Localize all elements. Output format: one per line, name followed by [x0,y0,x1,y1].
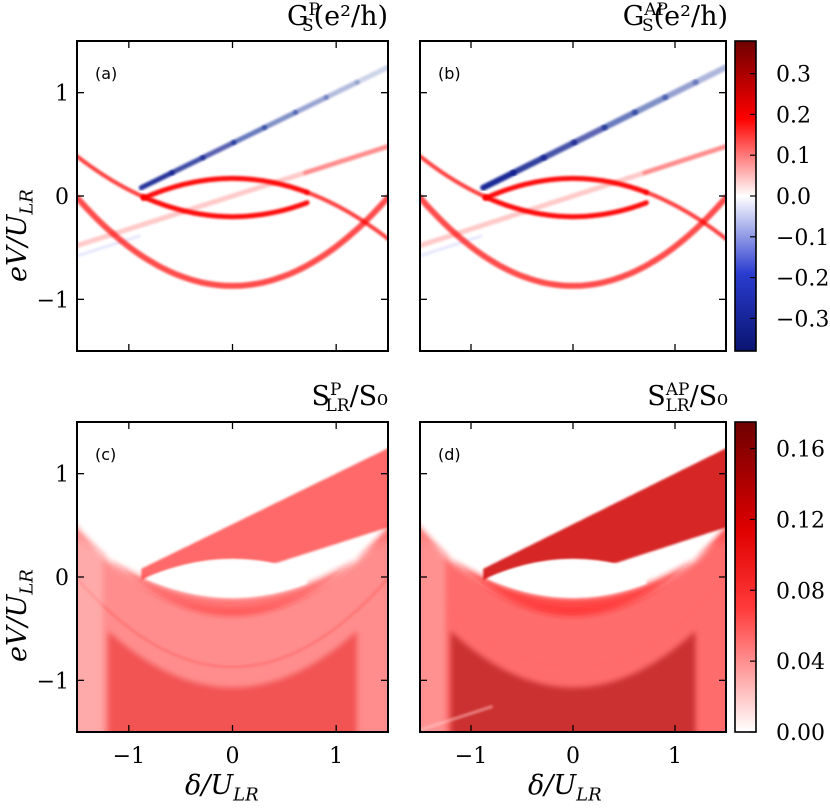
panel-a-plot [77,41,388,351]
colorbar-top-tick-label: 0.2 [776,103,811,128]
x-tick-label: 1 [668,744,682,769]
weak-diagonal-blue [420,234,483,258]
colorbar-top-fill [735,41,756,351]
blue-line-seg-3 [231,125,268,145]
lower-arc-line [77,577,388,669]
colorbar-top-tick-label: 0.0 [776,185,811,210]
panel-a-title: GPS(e²/h) [286,0,388,37]
lower-band [420,194,726,289]
y-tick-label: 0 [55,566,69,591]
blue-line-seg-2 [200,140,237,161]
y-tick-label: 1 [55,82,69,107]
blue-line-seg-0 [480,169,517,191]
left-fade [77,422,103,732]
y-axis-label-bottom: eV/ULR [2,569,38,662]
left-branch [420,154,488,199]
y-tick-label: 0 [55,185,69,210]
panel-d-title: SAPLR/S₀ [647,380,728,417]
colorbar-top-tick-label: 0.3 [776,63,811,88]
weak-diagonal-blue [77,234,141,258]
lens-upper [482,175,649,201]
y-tick-label: −1 [37,669,69,694]
colorbar-bottom-tick-label: 0.16 [776,438,825,463]
panel-c-label: (c) [95,445,116,464]
blue-line-seg-6 [323,79,360,100]
blue-line-seg-6 [662,79,699,101]
lens-lower [482,194,649,220]
colorbar-top-tick-label: −0.2 [776,267,829,292]
blue-line-seg-1 [510,154,547,176]
upper-wedge [141,448,388,581]
panel-c-plot [77,422,388,732]
y-axis-label-top: eV/ULR [2,189,38,282]
blue-line-seg-1 [169,155,206,176]
blue-line-seg-7 [354,64,388,85]
right-branch [644,190,726,241]
blue-line-seg-5 [632,94,669,116]
blue-line-seg-0 [138,170,175,191]
x-tick-label: −1 [113,744,145,769]
middle-band [77,526,388,616]
left-fade [420,422,446,732]
panel-b-plot [420,41,726,351]
lens-upper [140,175,310,201]
panel-c-title: SPLR/S₀ [311,380,388,417]
colorbar-bottom-fill [735,422,756,732]
blue-line-seg-5 [293,94,329,115]
lower-core [450,631,696,732]
lower-core [108,631,357,732]
colorbar-bottom-tick-label: 0.08 [776,579,825,604]
lens-lower [140,194,310,220]
lens-hole [144,559,308,598]
panel-a-label: (a) [95,64,117,83]
x-tick-label: −1 [455,744,487,769]
blue-line-seg-2 [540,139,578,161]
colorbar-bottom-tick-label: 0.12 [776,508,825,533]
lens-hole [486,559,647,598]
colorbar-bottom-tick-label: 0.04 [776,650,825,675]
blue-line-seg-3 [571,124,608,146]
blue-line-seg-4 [262,109,298,130]
x-tick-label: 0 [566,744,580,769]
colorbar-bottom-frame [734,421,757,733]
colorbar-top-tick-label: −0.3 [776,307,829,332]
x-axis-label-right: δ/ULR [528,770,602,806]
panel-b-label: (b) [438,64,461,83]
y-tick-label: 1 [55,463,69,488]
x-axis-label-left: δ/ULR [185,770,259,806]
upper-wedge [483,448,726,581]
middle-band [420,526,726,616]
right-branch [305,190,388,241]
colorbar-top-tick-label: −0.1 [776,226,829,251]
blue-line-seg-4 [601,109,638,131]
y-tick-label: −1 [37,288,69,313]
blue-line-seg-7 [692,64,726,86]
x-tick-label: 0 [226,744,240,769]
x-tick-label: 1 [329,744,343,769]
colorbar-bottom-tick-label: 0.00 [776,721,825,746]
lower-arc-line [420,577,726,669]
right-upper-branch [303,144,388,175]
right-upper-branch [642,144,726,175]
left-branch [77,154,146,199]
panel-d-label: (d) [438,445,461,464]
colorbar-top-tick-label: 0.1 [776,144,811,169]
panel-d-plot [420,422,726,732]
lower-band [77,194,388,289]
title-base: G [286,1,309,32]
panel-b-title: GAPS(e²/h) [622,0,728,37]
